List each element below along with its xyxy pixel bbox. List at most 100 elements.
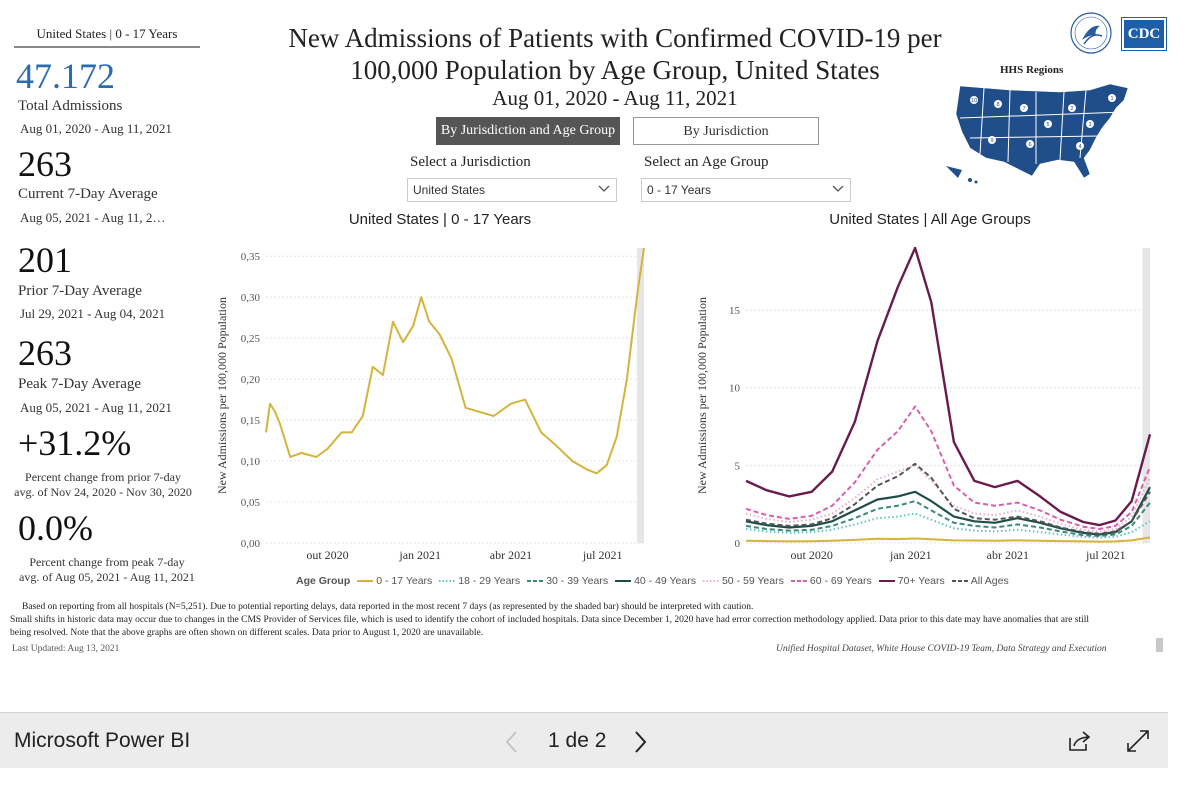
date-range-subtitle: Aug 01, 2020 - Aug 11, 2021 [492,86,738,110]
hhs-regions-map[interactable]: 10 8 7 5 2 3 6 9 1 4 [940,78,1140,188]
hhs-regions-title: HHS Regions [1000,64,1064,76]
chevron-right-icon[interactable] [630,730,650,754]
legend-swatch [357,580,374,582]
legend-label: 60 - 69 Years [809,575,872,587]
series-line-0-17-years [745,536,1151,543]
note-line-2: Small shifts in historic data may occur … [10,615,1090,625]
x-tick-label: jan 2021 [889,548,932,562]
current-avg-label: Current 7-Day Average [18,186,158,202]
y-tick-label: 15 [729,305,741,317]
region-label-3: 3 [1088,122,1091,128]
region-label-6: 6 [1028,142,1031,148]
y-tick-label: 0 [735,538,741,550]
legend-item-18-29[interactable]: 18 - 29 Years [439,575,520,587]
alaska-shape [946,166,962,178]
total-admissions-range: Aug 01, 2020 - Aug 11, 2021 [20,121,172,136]
peak-avg-value: 263 [18,333,72,373]
fullscreen-icon[interactable] [1126,729,1150,753]
y-tick-label: 0,15 [241,415,261,427]
y-tick-label: 0,35 [241,251,261,263]
jurisdiction-select-label: Select a Jurisdiction [410,154,531,170]
legend-label: 50 - 59 Years [721,575,784,587]
chevron-left-icon[interactable] [502,730,522,754]
y-tick-label: 0,20 [241,374,261,386]
hawaii-shape [968,178,972,182]
series-line-60-69-years [745,405,1151,530]
legend-label: 70+ Years [897,575,945,587]
series-line-70-years [745,246,1152,527]
region-label-1: 1 [1110,96,1113,102]
recent-data-shaded-bar [1142,248,1150,543]
legend-swatch [439,580,456,582]
cdc-logo: CDC [1121,17,1167,51]
by-jurisdiction-button[interactable]: By Jurisdiction [633,117,819,145]
legend-item-50-59[interactable]: 50 - 59 Years [702,575,784,587]
pct-change-prior-value: +31.2% [18,423,132,463]
powerbi-footer-bar: Microsoft Power BI 1 de 2 [0,712,1168,768]
region-label-5: 5 [1046,122,1049,128]
region-label-4: 4 [1078,144,1081,150]
pct-change-peak-value: 0.0% [18,508,93,548]
legend-swatch [951,580,968,582]
chart1-title: United States | 0 - 17 Years [348,211,532,228]
region-label-9: 9 [990,138,993,144]
x-tick-label: jan 2021 [398,548,441,562]
chart2-title: United States | All Age Groups [829,211,1031,228]
current-avg-value: 263 [18,144,72,184]
legend-title: Age Group [296,575,351,587]
y-axis-label: New Admissions per 100,000 Population [695,297,709,494]
jurisdiction-select[interactable]: United States [407,178,617,202]
series-line-30-39-years [745,500,1151,537]
legend-swatch [790,580,807,582]
current-avg-range: Aug 05, 2021 - Aug 11, 2… [20,210,166,225]
by-jurisdiction-age-button[interactable]: By Jurisdiction and Age Group [436,117,620,145]
legend-item-60-69[interactable]: 60 - 69 Years [790,575,872,587]
x-tick-label: jul 2021 [1085,548,1126,562]
region-label-7: 7 [1022,106,1025,112]
prior-avg-value: 201 [18,240,72,280]
chart-0-17-years[interactable]: 0,00 0,05 0,10 0,15 0,20 0,25 0,30 0,35 out 2020… [214,232,654,572]
legend-item-70-plus[interactable]: 70+ Years [878,575,945,587]
scrollbar-thumb[interactable] [1156,638,1163,652]
powerbi-brand[interactable]: Microsoft Power BI [14,729,191,752]
y-tick-label: 0,00 [241,538,261,550]
chart-all-age-groups[interactable]: 0 5 10 15 out 2020 jan 2021 abr 2021 jul 2021 Ne… [694,232,1164,572]
share-icon[interactable] [1066,730,1092,752]
x-tick-label: abr 2021 [987,548,1029,562]
total-admissions-value: 47.172 [16,56,115,96]
y-axis-label: New Admissions per 100,000 Population [215,297,229,494]
y-tick-label: 5 [735,460,741,472]
legend-label: 30 - 39 Years [546,575,609,587]
region-label-10: 10 [971,98,977,104]
age-group-select[interactable]: 0 - 17 Years [641,178,851,202]
prior-avg-label: Prior 7-Day Average [18,283,142,299]
data-source: Unified Hospital Dataset, White House CO… [776,644,1107,654]
prior-avg-range: Jul 29, 2021 - Aug 04, 2021 [20,306,166,321]
note-line-1: Based on reporting from all hospitals (N… [22,602,754,612]
region-label-8: 8 [996,102,999,108]
peak-avg-range: Aug 05, 2021 - Aug 11, 2021 [20,400,172,415]
legend-label: All Ages [970,575,1009,587]
legend-item-0-17[interactable]: 0 - 17 Years [357,575,432,587]
legend-item-all-ages[interactable]: All Ages [951,575,1009,587]
note-line-3: being resolved. Note that the above grap… [10,628,484,638]
age-group-select-value: 0 - 17 Years [647,183,712,197]
legend-item-40-49[interactable]: 40 - 49 Years [615,575,696,587]
pct-change-peak-range: avg. of Aug 05, 2021 - Aug 11, 2021 [19,570,195,584]
age-group-legend: Age Group 0 - 17 Years 18 - 29 Years 30 … [296,575,1009,587]
legend-label: 40 - 49 Years [634,575,696,587]
chevron-down-icon [832,185,844,192]
x-tick-label: out 2020 [306,548,348,562]
series-line-all-ages [745,462,1151,535]
pct-change-peak-label: Percent change from peak 7-day [29,555,185,569]
legend-swatch [878,580,895,582]
pct-change-prior-range: avg. of Nov 24, 2020 - Nov 30, 2020 [14,485,192,499]
kpi-header: United States | 0 - 17 Years [14,26,200,48]
region-label-2: 2 [1070,106,1073,112]
page-title-line2: 100,000 Population by Age Group, United … [350,55,880,85]
legend-item-30-39[interactable]: 30 - 39 Years [527,575,608,587]
y-tick-label: 0,05 [241,497,261,509]
legend-label: 0 - 17 Years [376,575,433,587]
series-line-50-59-years [745,464,1151,533]
legend-swatch [702,580,719,582]
